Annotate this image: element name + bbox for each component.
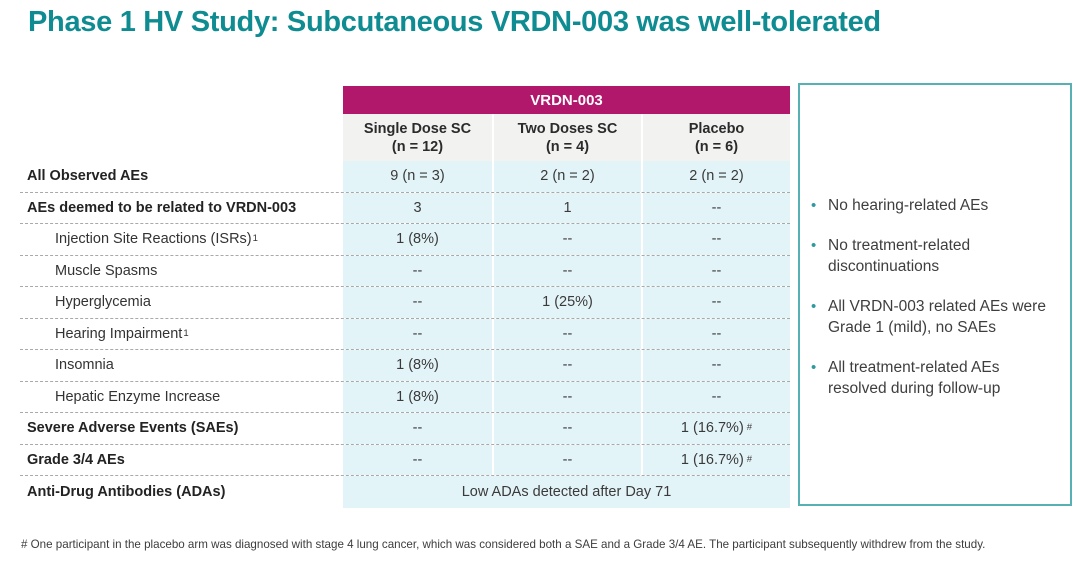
table-row: Severe Adverse Events (SAEs) -- -- 1 (16… (20, 413, 790, 445)
row-label: Injection Site Reactions (ISRs) 1 (20, 224, 343, 255)
value-cell: -- (492, 255, 641, 286)
value-cell: -- (343, 287, 492, 318)
table-header-row: Single Dose SC (n = 12) Two Doses SC (n … (20, 114, 790, 161)
value-cell: -- (492, 224, 641, 255)
row-label-text: Anti-Drug Antibodies (ADAs) (27, 483, 226, 500)
table-row: Grade 3/4 AEs -- -- 1 (16.7%) # (20, 444, 790, 476)
value-cell: -- (641, 381, 790, 412)
row-label-text: AEs deemed to be related to VRDN-003 (27, 199, 297, 216)
value-cell: -- (492, 444, 641, 475)
row-label-text: Injection Site Reactions (ISRs) (55, 231, 252, 248)
bullet-item: No hearing-related AEs (808, 195, 1062, 216)
value-cell: 2 (n = 2) (641, 161, 790, 192)
table-row: Muscle Spasms -- -- -- (20, 255, 790, 287)
value-cell: 1 (8%) (343, 381, 492, 412)
column-n: (n = 4) (545, 138, 590, 155)
row-label: Hepatic Enzyme Increase (20, 381, 343, 412)
column-n: (n = 6) (694, 138, 739, 155)
value-text: 1 (16.7%) (680, 420, 744, 437)
table-row: Hearing Impairment 1 -- -- -- (20, 318, 790, 350)
table-row: Insomnia 1 (8%) -- -- (20, 350, 790, 382)
table-row: Hyperglycemia -- 1 (25%) -- (20, 287, 790, 319)
value-cell: -- (641, 192, 790, 223)
bullet-item: No treatment-related discontinuations (808, 235, 1062, 277)
value-cell: 1 (16.7%) # (641, 444, 790, 475)
header-spacer (20, 114, 343, 161)
value-cell: 2 (n = 2) (492, 161, 641, 192)
column-name: Placebo (688, 120, 745, 137)
row-label: Hearing Impairment 1 (20, 318, 343, 349)
row-label: Hyperglycemia (20, 287, 343, 318)
table-banner: VRDN-003 (343, 86, 790, 114)
column-n: (n = 12) (391, 138, 444, 155)
table-row: Injection Site Reactions (ISRs) 1 1 (8%) … (20, 224, 790, 256)
value-text: 1 (16.7%) (680, 451, 744, 468)
table-banner-row: VRDN-003 (20, 86, 790, 114)
key-findings-panel: No hearing-related AEs No treatment-rela… (798, 83, 1072, 506)
column-name: Two Doses SC (517, 120, 618, 137)
row-label: All Observed AEs (20, 161, 343, 192)
value-cell: -- (343, 255, 492, 286)
row-label-text: Grade 3/4 AEs (27, 451, 125, 468)
adverse-events-table: VRDN-003 Single Dose SC (n = 12) Two Dos… (20, 86, 790, 508)
table-row: AEs deemed to be related to VRDN-003 3 1… (20, 192, 790, 224)
column-header-two-doses: Two Doses SC (n = 4) (492, 114, 641, 161)
value-cell: -- (492, 413, 641, 444)
merged-value-cell: Low ADAs detected after Day 71 (343, 476, 790, 508)
value-cell: -- (641, 255, 790, 286)
row-label-text: All Observed AEs (27, 168, 149, 185)
column-name: Single Dose SC (363, 120, 472, 137)
value-cell: -- (343, 318, 492, 349)
bullet-item: All VRDN-003 related AEs were Grade 1 (m… (808, 296, 1062, 338)
key-findings-list: No hearing-related AEs No treatment-rela… (800, 195, 1070, 399)
value-cell: -- (343, 444, 492, 475)
value-cell: 9 (n = 3) (343, 161, 492, 192)
value-cell: 1 (8%) (343, 224, 492, 255)
value-cell: 1 (8%) (343, 350, 492, 381)
row-label-text: Hepatic Enzyme Increase (55, 388, 221, 405)
row-label-text: Hyperglycemia (55, 294, 151, 311)
banner-spacer (20, 86, 343, 114)
value-cell: -- (492, 350, 641, 381)
value-cell: -- (641, 318, 790, 349)
row-label-text: Hearing Impairment (55, 325, 183, 342)
value-cell: -- (492, 381, 641, 412)
row-label: Severe Adverse Events (SAEs) (20, 413, 343, 444)
row-label: Muscle Spasms (20, 255, 343, 286)
row-label: AEs deemed to be related to VRDN-003 (20, 192, 343, 223)
table-row: All Observed AEs 9 (n = 3) 2 (n = 2) 2 (… (20, 161, 790, 193)
value-cell: 3 (343, 192, 492, 223)
bullet-item: All treatment-related AEs resolved durin… (808, 357, 1062, 399)
row-label: Insomnia (20, 350, 343, 381)
row-label: Grade 3/4 AEs (20, 444, 343, 475)
value-cell: -- (641, 287, 790, 318)
page-title: Phase 1 HV Study: Subcutaneous VRDN-003 … (28, 6, 881, 38)
column-header-placebo: Placebo (n = 6) (641, 114, 790, 161)
table-row: Anti-Drug Antibodies (ADAs) Low ADAs det… (20, 476, 790, 508)
value-cell: 1 (492, 192, 641, 223)
value-cell: -- (641, 350, 790, 381)
value-cell: 1 (25%) (492, 287, 641, 318)
column-header-single-dose: Single Dose SC (n = 12) (343, 114, 492, 161)
value-cell: -- (492, 318, 641, 349)
value-cell: 1 (16.7%) # (641, 413, 790, 444)
table-row: Hepatic Enzyme Increase 1 (8%) -- -- (20, 381, 790, 413)
footnote: # One participant in the placebo arm was… (21, 538, 986, 551)
value-cell: -- (641, 224, 790, 255)
row-label-text: Severe Adverse Events (SAEs) (27, 420, 239, 437)
row-label: Anti-Drug Antibodies (ADAs) (20, 476, 343, 508)
row-label-text: Insomnia (55, 357, 114, 374)
row-label-text: Muscle Spasms (55, 262, 158, 279)
value-cell: -- (343, 413, 492, 444)
